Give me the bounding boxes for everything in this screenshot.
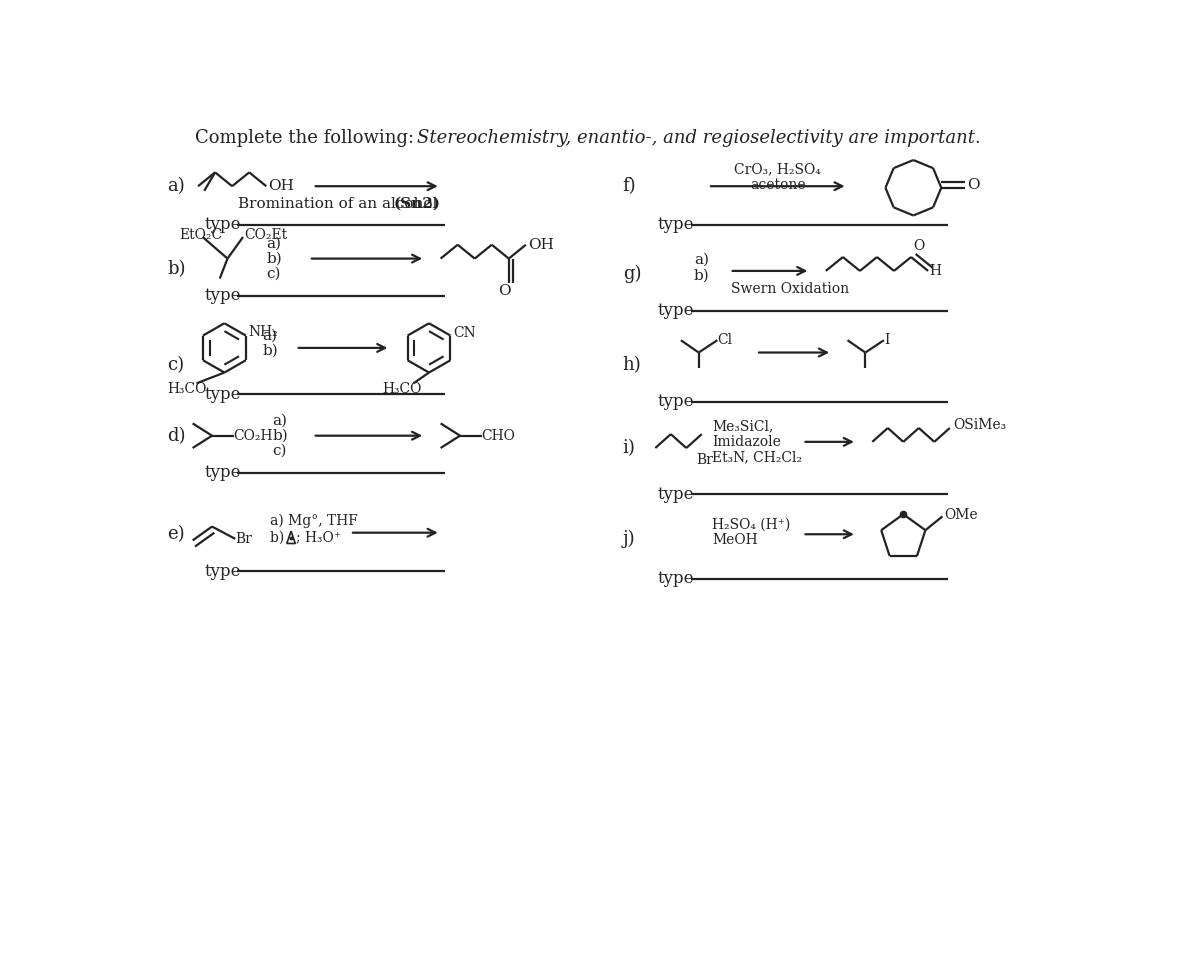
Text: b): b)	[266, 251, 282, 265]
Text: CrO₃, H₂SO₄: CrO₃, H₂SO₄	[734, 162, 821, 177]
Text: H₃CO: H₃CO	[167, 383, 206, 396]
Text: H: H	[930, 264, 942, 278]
Text: Bromination of an alcohol: Bromination of an alcohol	[239, 197, 443, 211]
Text: O: O	[967, 178, 980, 192]
Text: Br: Br	[696, 454, 713, 467]
Text: (Sn2): (Sn2)	[394, 197, 440, 211]
Text: a): a)	[167, 178, 185, 195]
Text: H₂SO₄ (H⁺): H₂SO₄ (H⁺)	[712, 518, 791, 532]
Text: CN: CN	[452, 326, 475, 340]
Text: CHO: CHO	[481, 429, 516, 443]
Text: type: type	[204, 464, 241, 481]
Text: type: type	[204, 386, 241, 403]
Text: ; H₃O⁺: ; H₃O⁺	[296, 530, 342, 544]
Text: OH: OH	[528, 238, 554, 252]
Text: NH₂: NH₂	[248, 325, 278, 339]
Text: Et₃N, CH₂Cl₂: Et₃N, CH₂Cl₂	[712, 450, 802, 464]
Text: h): h)	[623, 356, 642, 373]
Text: type: type	[204, 562, 241, 580]
Text: OSiMe₃: OSiMe₃	[953, 418, 1006, 432]
Text: MeOH: MeOH	[712, 534, 757, 547]
Text: f): f)	[623, 178, 636, 195]
Text: Swern Oxidation: Swern Oxidation	[731, 283, 850, 296]
Text: b): b)	[167, 260, 186, 278]
Text: j): j)	[623, 530, 635, 548]
Text: O: O	[913, 240, 924, 253]
Text: i): i)	[623, 439, 636, 457]
Text: b): b)	[694, 268, 710, 283]
Text: CO₂H: CO₂H	[234, 429, 274, 443]
Text: Stereochemistry, enantio-, and regioselectivity are important.: Stereochemistry, enantio-, and regiosele…	[416, 129, 980, 147]
Text: type: type	[658, 486, 694, 502]
Text: type: type	[658, 303, 694, 320]
Text: type: type	[204, 287, 241, 304]
Text: OMe: OMe	[944, 508, 978, 521]
Text: c): c)	[272, 444, 287, 458]
Text: Me₃SiCl,: Me₃SiCl,	[712, 419, 773, 434]
Text: EtO₂C: EtO₂C	[180, 228, 222, 243]
Text: d): d)	[167, 427, 186, 445]
Text: a): a)	[263, 329, 277, 343]
Text: type: type	[658, 393, 694, 411]
Text: a): a)	[266, 236, 281, 250]
Text: b): b)	[263, 344, 278, 358]
Text: CO₂Et: CO₂Et	[245, 228, 288, 243]
Text: H₃CO: H₃CO	[383, 383, 422, 396]
Text: acetone: acetone	[750, 178, 805, 192]
Text: I: I	[884, 333, 889, 348]
Text: c): c)	[266, 267, 281, 281]
Text: e): e)	[167, 525, 185, 543]
Text: b): b)	[270, 530, 289, 544]
Text: Br: Br	[235, 532, 252, 546]
Text: Complete the following:: Complete the following:	[194, 129, 420, 147]
Text: a): a)	[694, 253, 709, 267]
Text: a): a)	[272, 414, 288, 427]
Text: Cl: Cl	[718, 333, 732, 348]
Text: type: type	[658, 216, 694, 233]
Text: type: type	[204, 216, 241, 233]
Text: type: type	[658, 570, 694, 587]
Text: Imidazole: Imidazole	[712, 435, 781, 449]
Text: OH: OH	[269, 180, 294, 193]
Text: g): g)	[623, 265, 641, 283]
Text: a) Mg°, THF: a) Mg°, THF	[270, 513, 358, 527]
Text: b): b)	[272, 429, 288, 443]
Text: O: O	[498, 284, 510, 298]
Text: c): c)	[167, 356, 184, 373]
